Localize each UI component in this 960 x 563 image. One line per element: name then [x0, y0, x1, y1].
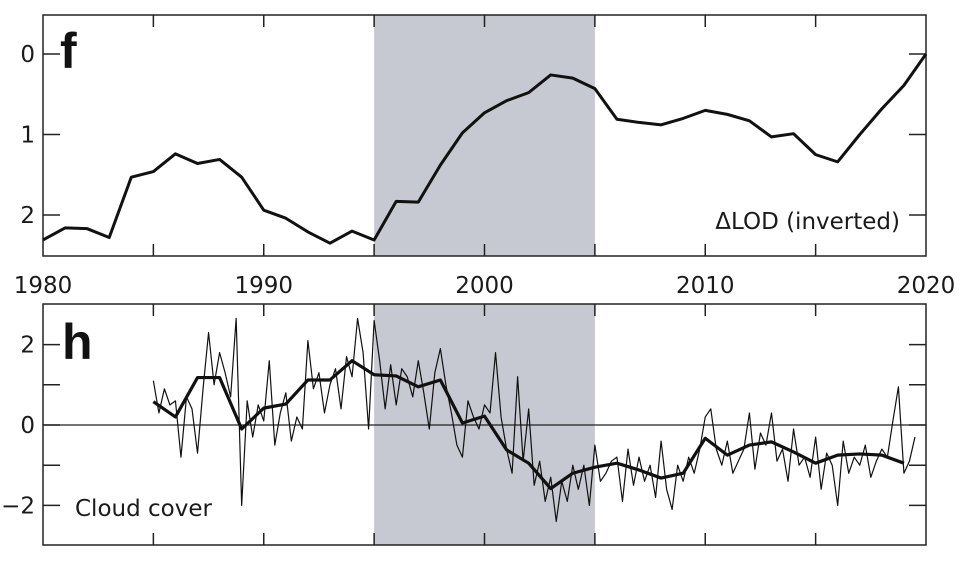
y-tick-label: 1	[20, 123, 35, 149]
x-axis-labels: 1980 1990 2000 2010 2020	[14, 273, 956, 299]
y-tick-label: 0	[20, 42, 35, 68]
y-tick-label: −2	[1, 493, 35, 519]
shaded-interval	[374, 15, 595, 256]
panel-letter: h	[62, 314, 93, 370]
x-tick-label: 1990	[234, 273, 293, 299]
x-tick-label: 2000	[455, 273, 514, 299]
series-label: Cloud cover	[75, 496, 212, 522]
panel-letter: f	[60, 23, 77, 79]
x-tick-label: 2010	[676, 273, 735, 299]
y-tick-label: 0	[20, 413, 35, 439]
x-tick-label: 2020	[897, 273, 956, 299]
y-tick-label: 2	[20, 333, 35, 359]
panel-f-lod: 0 1 2 f ΔLOD (inverted)	[20, 14, 928, 257]
series-label: ΔLOD (inverted)	[715, 209, 900, 235]
y-tick-label: 2	[20, 203, 35, 229]
panel-h-cloud-cover: 2 0 −2 h Cloud cover	[1, 303, 927, 546]
x-tick-label: 1980	[14, 273, 73, 299]
